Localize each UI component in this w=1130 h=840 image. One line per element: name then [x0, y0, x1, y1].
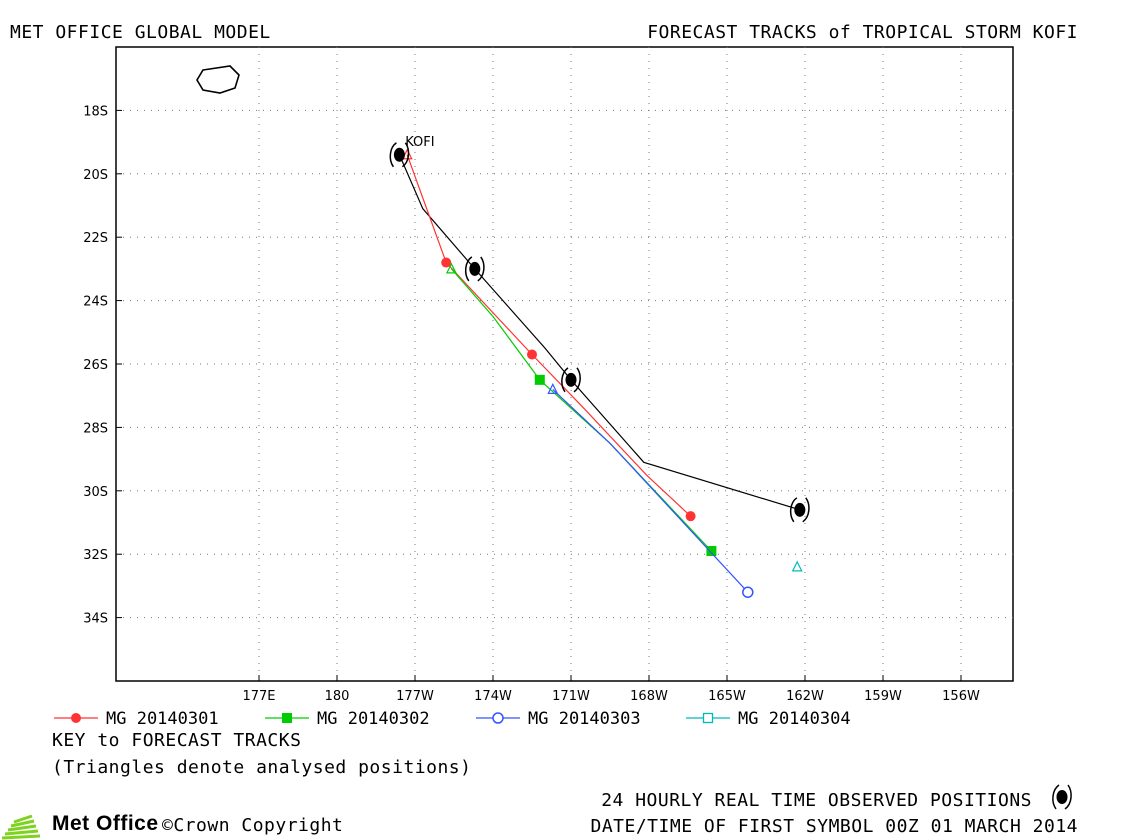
lon-tick-label: 162W	[786, 689, 824, 704]
cyclone-core	[794, 502, 806, 517]
analysed-triangle	[445, 262, 457, 274]
lat-tick-label: 20S	[83, 168, 108, 183]
lat-tick-label: 30S	[83, 485, 108, 500]
met-office-logo-icon	[1, 814, 41, 840]
cyclone-arm	[561, 367, 569, 393]
cyclone-arm	[789, 497, 798, 523]
crown-copyright: ©Crown Copyright	[162, 815, 343, 836]
graticule	[116, 47, 1013, 681]
legend-series-label: MG 20140304	[738, 709, 851, 729]
forecast-marker	[685, 511, 696, 522]
forecast-marker	[742, 586, 754, 598]
cyclone-arm	[1064, 784, 1072, 810]
legend-series-label: MG 20140302	[317, 709, 430, 729]
legend-series-label: MG 20140303	[528, 709, 641, 729]
forecast-track-line	[450, 268, 712, 552]
cyclone-core	[393, 147, 405, 162]
observed-position-symbol	[389, 142, 410, 168]
island-outline	[196, 65, 240, 94]
cyclone-core	[1056, 790, 1068, 804]
lat-tick-label: 32S	[83, 548, 108, 563]
forecast-marker	[706, 546, 717, 557]
legend-cyclone-icon	[1052, 784, 1072, 810]
key-title: KEY to FORECAST TRACKS	[52, 730, 302, 751]
copyright-text: Crown Copyright	[173, 815, 344, 836]
logo-stripe	[13, 814, 33, 824]
observed-track-line	[398, 154, 800, 511]
cyclone-arm	[401, 142, 410, 168]
observed-positions-label: 24 HOURLY REAL TIME OBSERVED POSITIONS	[601, 790, 1032, 811]
lat-tick-label: 18S	[83, 104, 108, 119]
lon-tick-label: 159W	[864, 689, 902, 704]
forecast-marker	[71, 713, 81, 723]
legend: MG 20140301 MG 20140302 MG 20140303 MG 2014…	[54, 709, 851, 729]
observed-position-symbol	[464, 256, 485, 282]
lat-tick-label: 28S	[83, 421, 108, 436]
forecast-track-line	[406, 154, 692, 517]
footer-graphics	[1, 784, 1072, 840]
forecast-marker	[534, 374, 545, 385]
cyclone-arm	[477, 256, 485, 282]
cyclone-core	[469, 261, 481, 276]
logo-stripe	[1, 834, 41, 840]
met-office-logo-text: Met Office	[52, 812, 159, 835]
lat-tick-label: 34S	[83, 612, 108, 627]
forecast-marker	[282, 713, 292, 723]
forecast-track-line	[552, 388, 749, 593]
forecast-marker	[492, 712, 504, 724]
key-note: (Triangles denote analysed positions)	[52, 757, 472, 778]
forecast-marker	[702, 712, 714, 724]
cyclone-arm	[464, 256, 473, 282]
logo-stripe	[10, 819, 35, 828]
lat-tick-label: 22S	[83, 231, 108, 246]
tracks	[389, 142, 810, 598]
logo-stripe	[4, 829, 39, 836]
cyclone-arm	[802, 497, 810, 523]
cyclone-arm	[1052, 784, 1060, 810]
lat-tick-label: 24S	[83, 295, 108, 310]
lon-tick-label: 168W	[630, 689, 668, 704]
cyclone-arm	[389, 142, 397, 168]
lon-tick-label: 171W	[552, 689, 590, 704]
lat-tick-label: 26S	[83, 358, 108, 373]
legend-series-label: MG 20140301	[106, 709, 219, 729]
observed-position-symbol	[789, 497, 810, 523]
observed-position-symbol	[561, 367, 581, 393]
datetime-label: DATE/TIME OF FIRST SYMBOL 00Z 01 MARCH 2…	[590, 816, 1078, 837]
lon-tick-label: 165W	[708, 689, 746, 704]
lon-tick-label: 180	[325, 689, 350, 704]
forecast-marker	[527, 349, 537, 360]
lon-tick-label: 156W	[942, 689, 980, 704]
analysed-triangle	[547, 383, 559, 394]
lon-tick-label: 177W	[396, 689, 434, 704]
cyclone-arm	[573, 367, 581, 393]
storm-name-label: KOFI	[405, 135, 434, 150]
analysed-triangle	[791, 560, 803, 572]
logo-stripe	[7, 824, 37, 832]
lon-tick-label: 177E	[242, 689, 275, 704]
lon-tick-label: 174W	[474, 689, 512, 704]
right-title: FORECAST TRACKS of TROPICAL STORM KOFI	[647, 22, 1078, 43]
copyright-icon: ©	[162, 815, 174, 836]
forecast-marker	[441, 257, 452, 268]
cyclone-core	[565, 372, 577, 387]
left-title: MET OFFICE GLOBAL MODEL	[10, 22, 271, 43]
axis-labels: 18S 20S 22S 24S 26S 28S 30S 32S 34S 177E 180 177W 17…	[83, 104, 980, 704]
